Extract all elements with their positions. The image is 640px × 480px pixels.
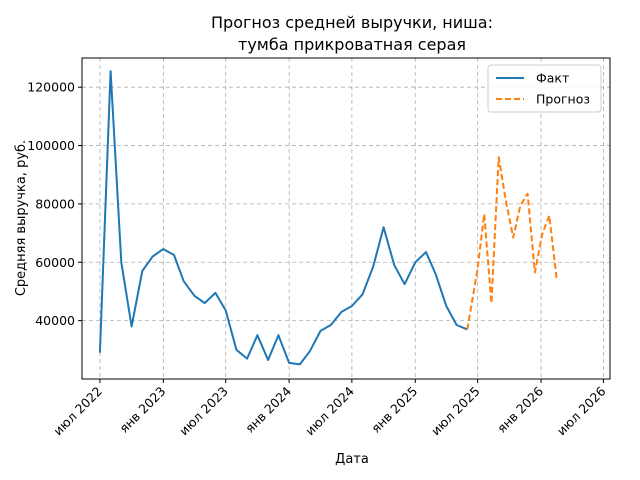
y-tick-label: 60000: [35, 255, 75, 270]
x-tick-label: янв 2026: [494, 383, 546, 435]
y-axis-label: Средняя выручка, руб.: [14, 140, 29, 296]
y-tick-label: 100000: [27, 138, 75, 153]
x-axis-ticks: июл 2022 янв 2023 июл 2023 янв 2024 июл 2024…: [50, 379, 609, 439]
x-tick-label: июл 2024: [302, 383, 357, 438]
x-axis-label: Дата: [335, 452, 369, 467]
x-tick-label: янв 2025: [368, 384, 420, 436]
x-tick-label: янв 2024: [242, 383, 294, 435]
y-tick-label: 120000: [27, 80, 75, 95]
chart-title-line-1: Прогноз средней выручки, ниша:: [211, 13, 493, 32]
legend-label-fact: Факт: [536, 71, 569, 86]
x-tick-label: янв 2023: [116, 384, 168, 436]
plot-area-frame: [81, 57, 611, 380]
y-tick-label: 40000: [35, 313, 75, 328]
series-line-fact: [98, 70, 468, 366]
x-tick-label: июл 2026: [554, 383, 609, 438]
legend: Факт Прогноз: [487, 64, 602, 113]
x-tick-label: июл 2025: [428, 384, 483, 439]
grid: [82, 58, 610, 379]
series-line-forecast: [466, 156, 558, 330]
x-tick-label: июл 2023: [176, 384, 231, 439]
series-lines: [98, 70, 558, 366]
chart-title-line-2: тумба прикроватная серая: [238, 35, 466, 54]
y-tick-label: 80000: [35, 196, 75, 211]
legend-box: [487, 64, 602, 113]
y-axis-ticks: 40000 60000 80000 100000 120000: [27, 80, 82, 328]
x-tick-label: июл 2022: [50, 384, 105, 439]
legend-label-forecast: Прогноз: [536, 92, 590, 107]
